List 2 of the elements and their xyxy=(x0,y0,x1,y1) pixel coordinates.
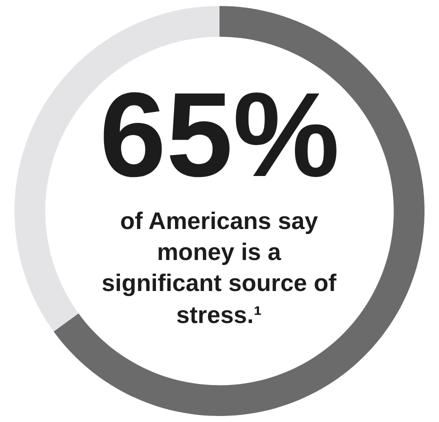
data-label: 65% xyxy=(99,68,340,202)
text: of Americans say money is a significant source of stress.¹ xyxy=(100,207,338,331)
